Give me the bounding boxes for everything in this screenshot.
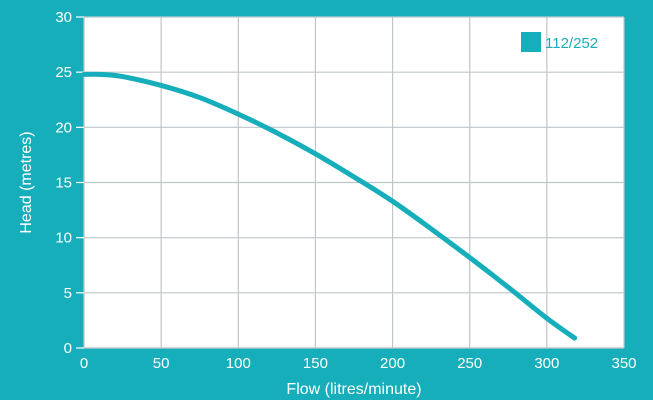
legend: 112/252 bbox=[521, 32, 598, 52]
y-tick-label: 5 bbox=[64, 285, 72, 302]
x-axis-title: Flow (litres/minute) bbox=[286, 381, 421, 398]
legend-swatch bbox=[521, 32, 541, 52]
series-line-112-252 bbox=[81, 71, 578, 341]
legend-label: 112/252 bbox=[545, 35, 598, 52]
y-tick-label: 0 bbox=[64, 340, 72, 357]
y-tick-label: 10 bbox=[55, 230, 72, 247]
x-tick-label: 100 bbox=[226, 355, 251, 372]
x-tick-label: 0 bbox=[80, 355, 88, 372]
tick-labels: 0 50 100 150 200 250 300 350 0 5 10 15 20 25 30 bbox=[55, 9, 636, 372]
y-axis-title: Head (metres) bbox=[18, 131, 35, 233]
x-tick-label: 350 bbox=[611, 355, 636, 372]
y-tick-label: 20 bbox=[55, 119, 72, 136]
y-tick-label: 25 bbox=[55, 64, 72, 81]
y-tick-label: 30 bbox=[55, 9, 72, 26]
grid bbox=[83, 16, 625, 349]
x-tick-label: 300 bbox=[534, 355, 559, 372]
x-tick-label: 50 bbox=[153, 355, 170, 372]
x-tick-label: 200 bbox=[380, 355, 405, 372]
x-tick-label: 150 bbox=[303, 355, 328, 372]
x-tick-label: 250 bbox=[457, 355, 482, 372]
y-tick-label: 15 bbox=[55, 175, 72, 192]
